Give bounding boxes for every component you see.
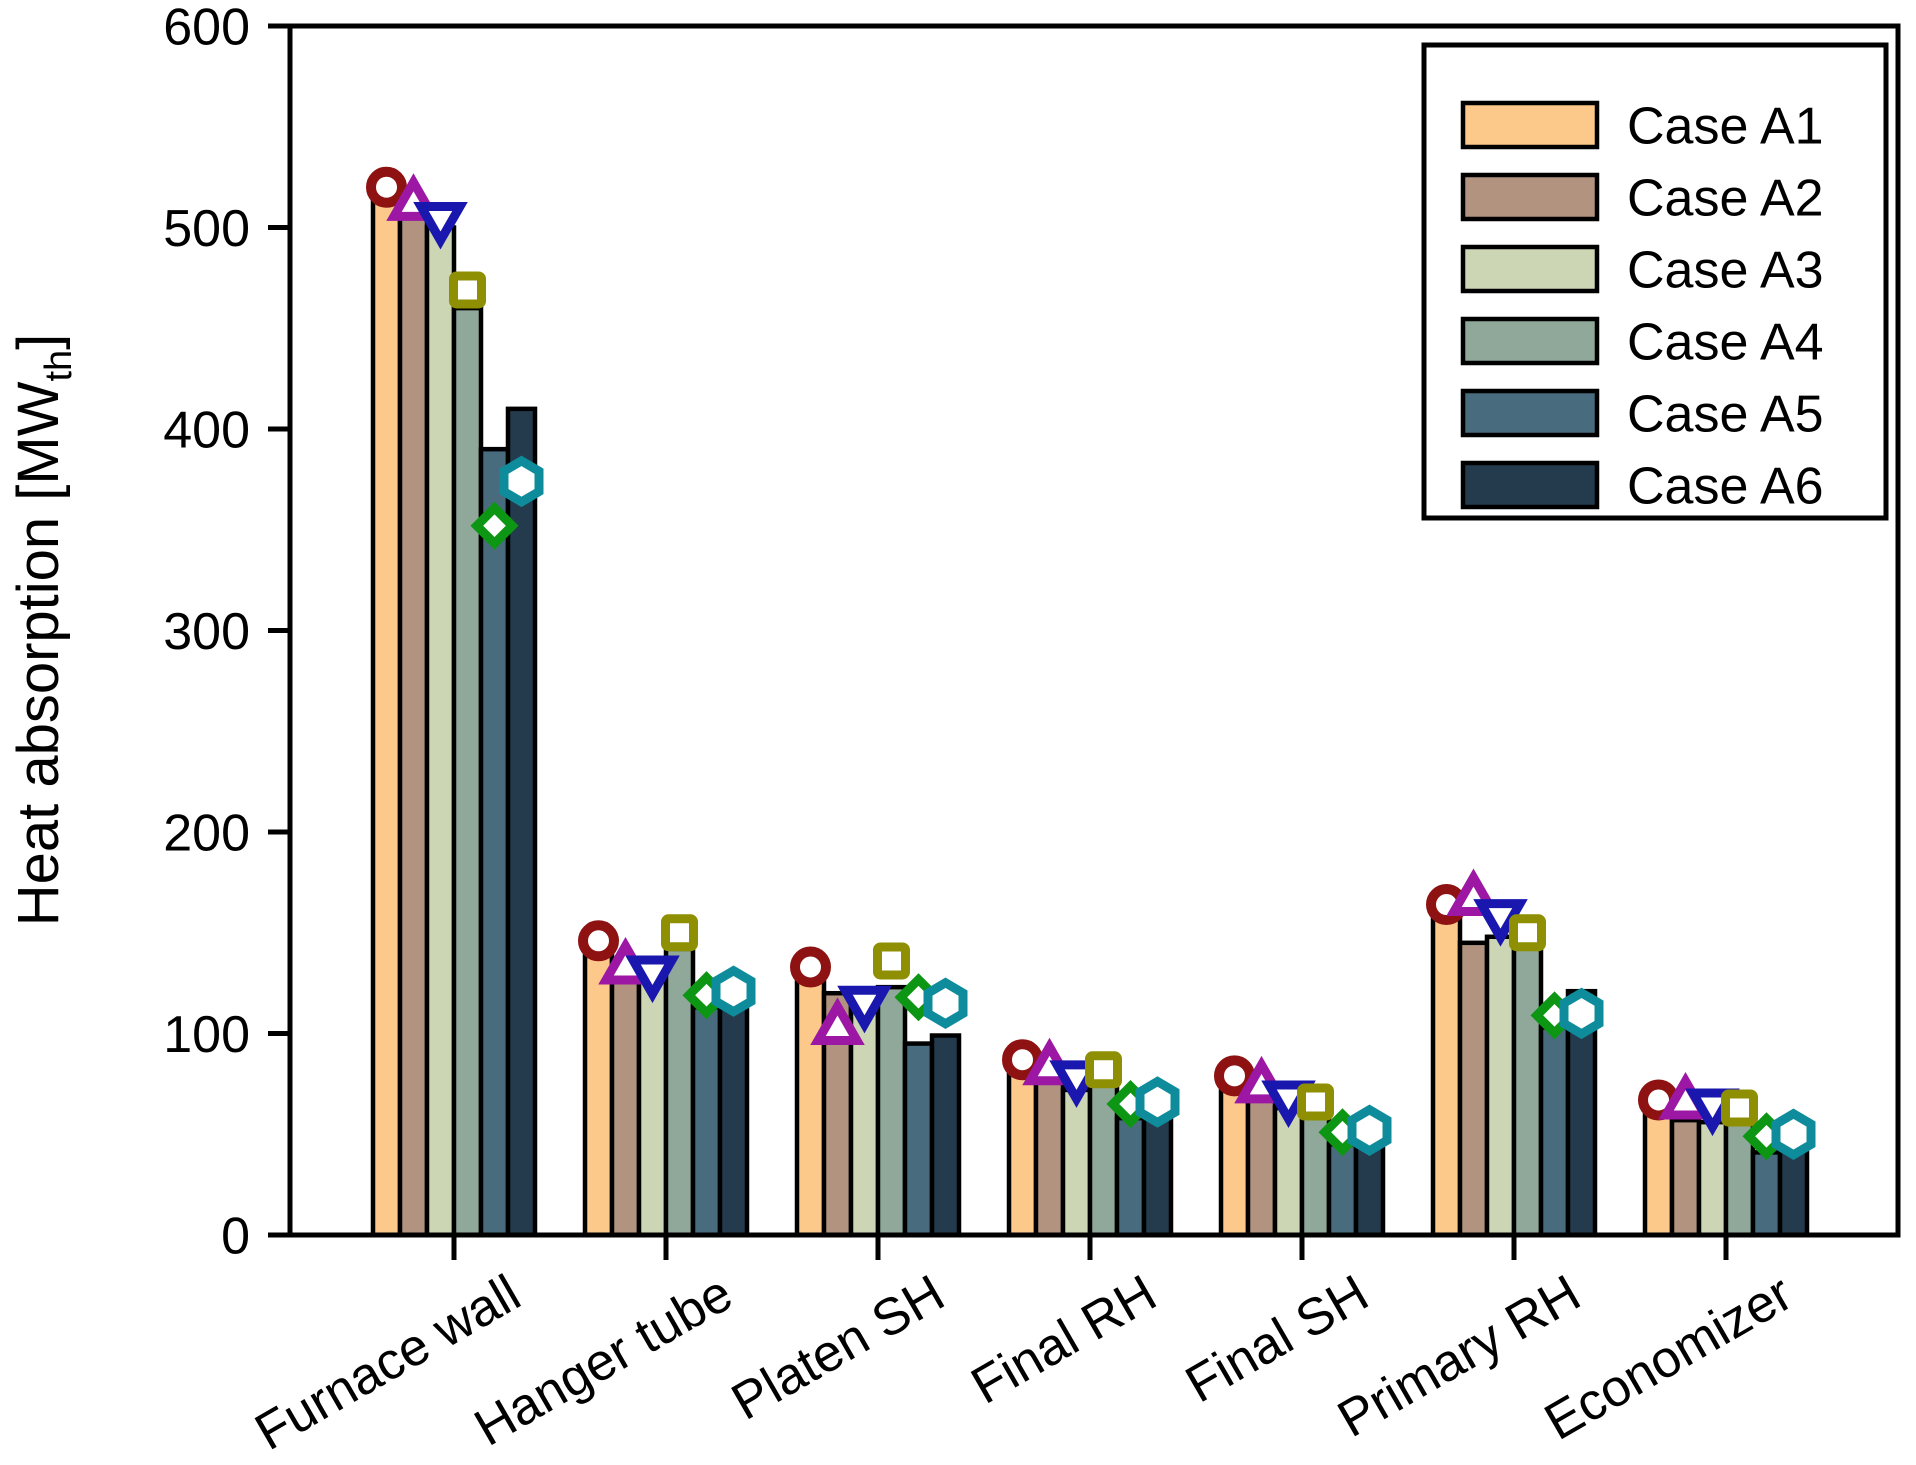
marker-square-icon bbox=[1509, 914, 1546, 952]
bar bbox=[1218, 1085, 1251, 1238]
bar bbox=[1006, 1069, 1039, 1238]
bar bbox=[397, 205, 430, 1238]
marker-circle-icon bbox=[790, 946, 831, 988]
legend-label: Case A6 bbox=[1627, 458, 1824, 516]
bar bbox=[1777, 1148, 1810, 1238]
bar bbox=[690, 1005, 723, 1238]
marker-square-icon bbox=[1721, 1089, 1758, 1127]
bar bbox=[875, 984, 908, 1238]
marker-triangle-up-icon bbox=[810, 997, 865, 1045]
marker-hexagon-icon bbox=[1135, 1076, 1180, 1128]
marker-square-icon bbox=[661, 914, 698, 952]
bar bbox=[1114, 1115, 1147, 1238]
y-tick-label: 0 bbox=[221, 1208, 250, 1266]
marker-hexagon-icon bbox=[1559, 987, 1604, 1040]
legend-label: Case A1 bbox=[1627, 98, 1824, 156]
markers-layer bbox=[366, 166, 1816, 1161]
y-axis-title: Heat absorption [MWth] bbox=[6, 334, 80, 927]
bar bbox=[717, 1001, 750, 1238]
bar bbox=[370, 195, 403, 1238]
bar bbox=[794, 970, 827, 1238]
bar bbox=[478, 446, 511, 1238]
x-category-label: Final RH bbox=[962, 1264, 1166, 1415]
bar bbox=[451, 305, 484, 1238]
bar bbox=[1033, 1079, 1066, 1238]
y-tick-label: 200 bbox=[163, 805, 250, 863]
legend-swatch bbox=[1460, 244, 1600, 294]
marker-square-icon bbox=[873, 942, 910, 980]
marker-hexagon-icon bbox=[499, 455, 544, 508]
y-tick-label: 100 bbox=[163, 1006, 250, 1064]
bar bbox=[1538, 1025, 1571, 1238]
bar bbox=[505, 406, 538, 1238]
marker-triangle-down-icon bbox=[625, 955, 680, 1004]
bar bbox=[609, 956, 642, 1238]
y-tick-label: 400 bbox=[163, 402, 250, 460]
x-category-label: Platen SH bbox=[722, 1264, 954, 1431]
bar bbox=[1353, 1140, 1386, 1238]
bar bbox=[1245, 1097, 1278, 1238]
bar bbox=[1430, 914, 1463, 1238]
plot-frame bbox=[287, 23, 1901, 1238]
bar bbox=[1696, 1119, 1729, 1238]
legend-swatch bbox=[1460, 100, 1600, 150]
marker-circle-icon bbox=[366, 166, 407, 208]
y-tick-label: 500 bbox=[163, 200, 250, 258]
frame-layer bbox=[287, 23, 1901, 1238]
marker-hexagon-icon bbox=[1347, 1104, 1392, 1156]
bar bbox=[424, 225, 457, 1238]
legend-label: Case A5 bbox=[1627, 386, 1824, 444]
bar bbox=[1141, 1113, 1174, 1238]
marker-triangle-down-icon bbox=[837, 985, 892, 1034]
bar bbox=[1669, 1117, 1702, 1238]
marker-triangle-down-icon bbox=[413, 201, 468, 250]
legend-label: Case A4 bbox=[1627, 314, 1824, 372]
y-tick-label: 300 bbox=[163, 603, 250, 661]
marker-square-icon bbox=[1085, 1051, 1122, 1089]
bar bbox=[1060, 1087, 1093, 1238]
legend-layer: Case A1 Case A2 Case A3 Case A4 Case A5 Case … bbox=[1421, 42, 1889, 521]
legend-swatch bbox=[1460, 388, 1600, 438]
marker-square-icon bbox=[449, 271, 486, 309]
marker-diamond-icon bbox=[470, 501, 519, 550]
bar bbox=[636, 968, 669, 1238]
marker-square-icon bbox=[1297, 1083, 1334, 1121]
y-axis-title-end: ] bbox=[6, 334, 71, 350]
marker-hexagon-icon bbox=[711, 965, 756, 1017]
bar bbox=[1750, 1150, 1783, 1238]
bar bbox=[1511, 944, 1544, 1238]
legend-label: Case A2 bbox=[1627, 170, 1824, 228]
legend-swatch bbox=[1460, 316, 1600, 366]
bars-layer bbox=[370, 195, 1810, 1238]
bar bbox=[1326, 1142, 1359, 1238]
legend-swatch bbox=[1460, 460, 1600, 510]
marker-hexagon-icon bbox=[1771, 1108, 1816, 1160]
bar bbox=[1457, 940, 1490, 1238]
bar bbox=[1484, 934, 1517, 1238]
bar bbox=[929, 1033, 962, 1238]
legend-label: Case A3 bbox=[1627, 242, 1824, 300]
marker-hexagon-icon bbox=[923, 977, 968, 1029]
marker-circle-icon bbox=[578, 920, 619, 962]
bar bbox=[1642, 1111, 1675, 1238]
bar bbox=[902, 1041, 935, 1238]
legend-swatch bbox=[1460, 172, 1600, 222]
marker-circle-icon bbox=[1214, 1055, 1255, 1097]
y-tick-label: 600 bbox=[163, 0, 250, 57]
bar bbox=[582, 950, 615, 1238]
y-axis-title-sub: th bbox=[38, 350, 80, 382]
